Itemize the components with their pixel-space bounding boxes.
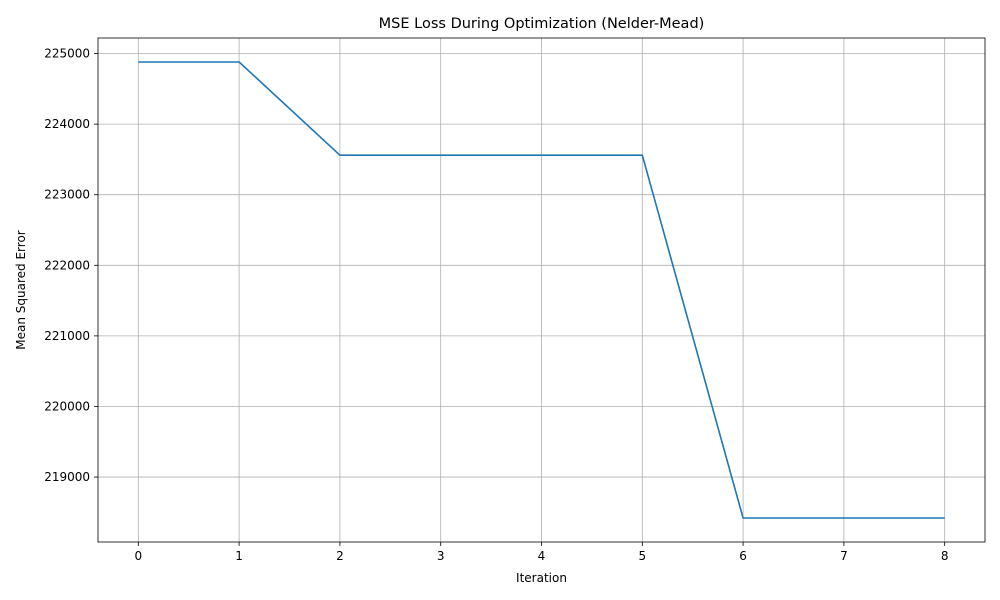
series-line	[138, 61, 945, 519]
x-tick-label: 6	[739, 549, 747, 563]
x-tick-label: 4	[538, 549, 546, 563]
chart-title: MSE Loss During Optimization (Nelder-Mea…	[379, 16, 705, 32]
series-layer	[138, 61, 945, 519]
x-tick-label: 5	[638, 549, 646, 563]
y-axis-label: Mean Squared Error	[14, 230, 28, 350]
grid-lines	[98, 38, 985, 542]
y-tick-label: 222000	[44, 258, 90, 272]
x-axis-label: Iteration	[516, 571, 567, 585]
y-tick-label: 220000	[44, 399, 90, 413]
y-tick-label: 224000	[44, 117, 90, 131]
x-tick-label: 7	[840, 549, 848, 563]
x-axis-ticks: 0 1 2 3 4 5 6 7 8	[134, 542, 949, 563]
x-tick-label: 2	[336, 549, 344, 563]
y-axis-ticks: 219000 220000 221000 222000 223000 224000 2250…	[44, 47, 98, 484]
x-tick-label: 1	[235, 549, 243, 563]
x-tick-label: 0	[134, 549, 142, 563]
x-tick-label: 8	[941, 549, 949, 563]
y-tick-label: 221000	[44, 329, 90, 343]
y-tick-label: 225000	[44, 47, 90, 61]
y-tick-label: 223000	[44, 188, 90, 202]
x-tick-label: 3	[437, 549, 445, 563]
y-tick-label: 219000	[44, 470, 90, 484]
